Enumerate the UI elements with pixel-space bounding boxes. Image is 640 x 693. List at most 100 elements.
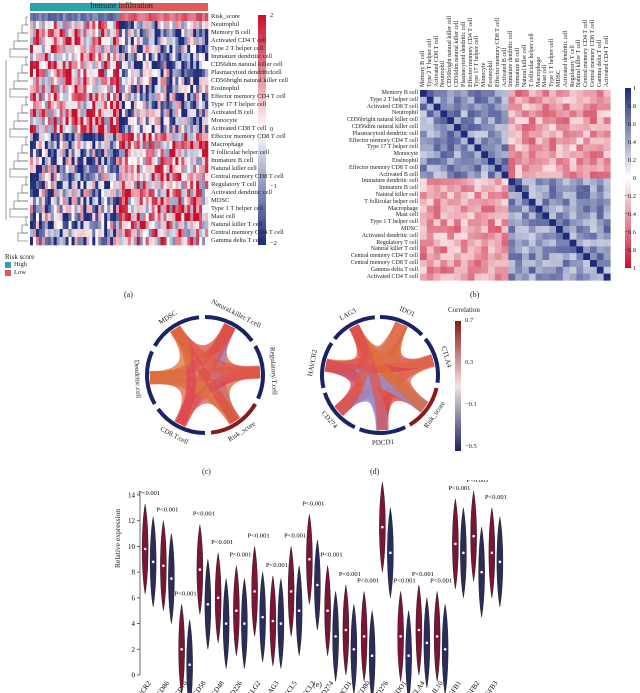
corr-cell: [460, 226, 468, 233]
corr-cell: [474, 266, 482, 274]
heatmap-cell: [32, 77, 37, 86]
heatmap-cell: [41, 29, 46, 38]
heatmap-cell: [119, 165, 123, 174]
heatmap-cell: [56, 13, 60, 22]
heatmap-cell: [184, 229, 188, 238]
corr-cell: [556, 151, 563, 159]
corr-cell: [420, 110, 427, 118]
heatmap-cell: [47, 181, 52, 190]
heatmap-cell: [113, 53, 117, 62]
heatmap-cell: [41, 125, 46, 134]
heatmap-cell: [157, 133, 161, 142]
heatmap-cell: [196, 125, 200, 134]
heatmap-cell: [92, 69, 96, 78]
heatmap-cell: [53, 173, 57, 182]
corr-cell: [576, 246, 584, 254]
heatmap-cell: [50, 101, 55, 110]
x-category-label: TGFB3: [481, 679, 500, 693]
heatmap-cell: [104, 165, 108, 174]
y-tick-label: 14: [128, 492, 136, 500]
heatmap-cell: [35, 189, 40, 198]
heatmap-cell: [160, 37, 164, 46]
heatmap-scale-tick: −2: [270, 240, 277, 247]
corr-cell: [433, 124, 441, 131]
heatmap-cell: [169, 21, 173, 30]
heatmap-cell: [127, 197, 132, 206]
heatmap-cell: [30, 101, 34, 110]
heatmap-cell: [196, 141, 200, 150]
corr-cell: [590, 144, 597, 152]
heatmap-cell: [169, 157, 173, 166]
corr-cell: [454, 266, 461, 274]
heatmap-cell: [44, 237, 49, 246]
corr-cell: [494, 232, 502, 240]
heatmap-cell: [163, 77, 167, 86]
heatmap-cell: [145, 181, 149, 190]
corr-cell: [596, 246, 604, 254]
heatmap-cell: [107, 69, 111, 78]
heatmap-cell: [107, 93, 111, 102]
heatmap-cell: [142, 117, 146, 126]
heatmap-row-label: Risk_score: [211, 13, 240, 20]
heatmap-cell: [50, 133, 55, 142]
corr-cell: [440, 103, 448, 111]
heatmap-cell: [187, 29, 191, 38]
corr-cell: [426, 185, 434, 193]
heatmap-cell: [89, 101, 93, 110]
p-value-label: P<0.001: [156, 507, 178, 514]
heatmap-cell: [127, 93, 132, 102]
corr-cell: [474, 178, 482, 186]
corr-cell: [488, 246, 495, 254]
corr-cell: [590, 198, 597, 206]
heatmap-cell: [38, 37, 43, 46]
heatmap-cell: [107, 77, 111, 86]
heatmap-cell: [77, 109, 81, 118]
corr-cell: [426, 205, 434, 213]
heatmap-row-label: Activated CD4 T cell: [211, 37, 267, 44]
corr-cell: [515, 205, 523, 213]
heatmap-cell: [166, 205, 170, 214]
corr-cell: [522, 164, 529, 172]
heatmap-cell: [145, 205, 149, 214]
heatmap-cell: [74, 85, 78, 94]
heatmap-cell: [127, 53, 132, 62]
heatmap-cell: [50, 109, 55, 118]
corr-cell: [420, 96, 427, 104]
heatmap-cell: [175, 85, 179, 94]
corr-col-label: Memory B cell: [420, 50, 426, 87]
heatmap-cell: [65, 29, 69, 38]
heatmap-cell: [166, 181, 170, 190]
p-value-label: P<0.001: [266, 562, 288, 569]
corr-cell: [603, 144, 611, 152]
corr-cell: [454, 171, 461, 179]
heatmap-cell: [151, 205, 155, 214]
corr-cell: [569, 239, 577, 247]
corr-cell: [426, 178, 434, 186]
heatmap-cell: [89, 85, 93, 94]
heatmap-cell: [47, 13, 52, 22]
dendrogram-branch: [25, 176, 28, 186]
heatmap-cell: [175, 149, 179, 158]
heatmap-cell: [59, 157, 63, 166]
heatmap-cell: [142, 173, 146, 182]
heatmap-cell: [59, 213, 63, 222]
corr-cell: [528, 110, 536, 118]
heatmap-cell: [178, 125, 182, 134]
corr-cell: [569, 151, 577, 159]
corr-cell: [447, 171, 455, 179]
heatmap-cell: [148, 149, 152, 158]
corr-cell: [426, 273, 434, 281]
heatmap-cell: [32, 29, 37, 38]
heatmap-cell: [107, 197, 111, 206]
heatmap-cell: [95, 213, 99, 222]
corr-cell: [556, 110, 563, 118]
heatmap-cell: [62, 69, 66, 78]
corr-row-label: Plasmacytoid dendritic cell: [352, 130, 418, 137]
corr-cell: [433, 226, 441, 233]
heatmap-cell: [86, 189, 90, 198]
heatmap-cell: [71, 13, 75, 22]
corr-cell: [562, 110, 570, 118]
heatmap-cell: [47, 37, 52, 46]
heatmap-cell: [139, 117, 144, 126]
corr-cell: [474, 273, 482, 281]
